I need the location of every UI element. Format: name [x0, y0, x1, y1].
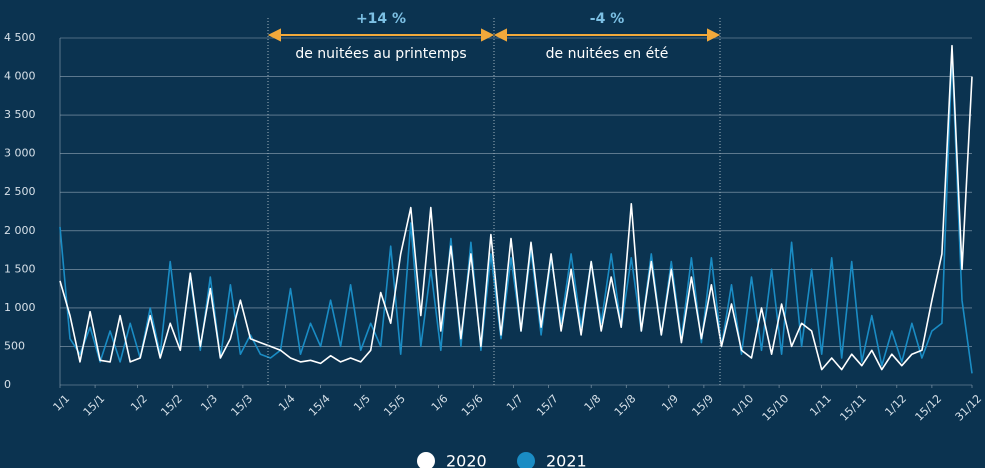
y-tick-label: 4 500 [4, 31, 36, 44]
period-arrows [267, 28, 721, 42]
y-tick-label: 1 500 [4, 262, 36, 275]
arrowhead [707, 28, 721, 42]
x-tick-label: 1/2 [128, 392, 150, 414]
y-tick-label: 1 000 [4, 301, 36, 314]
x-tick-label: 15/10 [760, 392, 792, 424]
annotation-value: +14 % [356, 11, 406, 27]
x-tick-label: 15/11 [837, 392, 869, 424]
x-tick-label: 1/6 [429, 392, 451, 414]
annotation-text: de nuitées au printemps [295, 46, 466, 62]
x-tick-label: 15/6 [459, 392, 486, 419]
x-tick-label: 1/7 [504, 392, 526, 414]
x-tick-label: 15/9 [689, 392, 716, 419]
arrowhead [267, 28, 281, 42]
annotation-value: -4 % [590, 11, 624, 27]
x-tick-label: 1/8 [582, 392, 604, 414]
legend-swatch [517, 452, 535, 468]
x-tick-label: 15/7 [534, 392, 561, 419]
arrowhead [493, 28, 507, 42]
x-tick-label: 1/11 [807, 392, 834, 419]
x-tick-label: 15/12 [913, 392, 945, 424]
x-tick-label: 15/4 [306, 392, 333, 419]
legend-swatch [417, 452, 435, 468]
legend-label: 2020 [446, 452, 487, 468]
series-line [59, 52, 973, 374]
x-tick-label: 1/1 [51, 392, 73, 414]
x-tick-label: 31/12 [953, 392, 985, 424]
legend: 2020 2021 [417, 452, 587, 468]
x-tick-label: 1/9 [659, 392, 681, 414]
y-tick-label: 3 000 [4, 147, 36, 160]
x-tick-label: 1/4 [276, 392, 298, 414]
period-markers: +14 % de nuitées au printemps -4 % de nu… [267, 11, 721, 385]
x-tick-label: 1/12 [882, 392, 909, 419]
x-tick-label: 15/3 [228, 392, 255, 419]
x-tick-label: 1/10 [730, 392, 757, 419]
x-tick-label: 15/1 [81, 392, 108, 419]
x-tick-label: 15/5 [381, 392, 408, 419]
plot: 0 500 1 000 1 500 2 000 2 500 3 000 3 500 4 000 4… [4, 31, 984, 424]
x-tick-label: 15/2 [158, 392, 185, 419]
x-tick-label: 15/8 [612, 392, 639, 419]
y-tick-label: 0 [4, 378, 11, 391]
series-line [59, 44, 973, 371]
arrowhead [481, 28, 495, 42]
x-tick-label: 1/3 [198, 392, 220, 414]
y-tick-label: 2 500 [4, 185, 36, 198]
legend-label: 2021 [546, 452, 587, 468]
x-tick-label: 1/5 [351, 392, 373, 414]
y-tick-label: 500 [4, 339, 25, 352]
y-tick-label: 4 000 [4, 70, 36, 83]
y-tick-label: 2 000 [4, 224, 36, 237]
annotation-text: de nuitées en été [546, 46, 669, 62]
y-tick-label: 3 500 [4, 108, 36, 121]
